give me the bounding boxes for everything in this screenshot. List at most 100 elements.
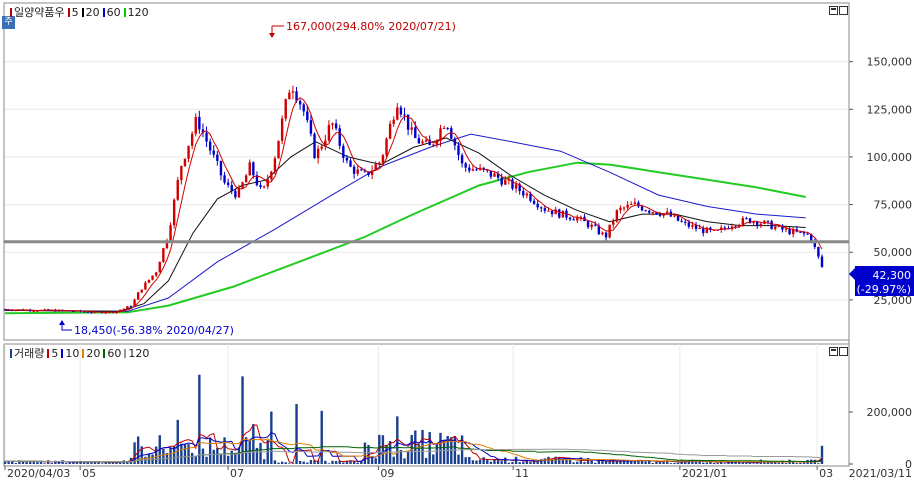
candle-body-177	[640, 206, 644, 211]
candle-body-151	[547, 210, 550, 212]
volume-bar-57	[208, 437, 212, 464]
volume-bar-116	[421, 429, 424, 464]
price-pane-restore-icon[interactable]	[839, 6, 848, 15]
volume-bar-112	[406, 450, 410, 464]
candle-body-37	[136, 292, 140, 300]
candle-body-140	[507, 179, 511, 181]
volume-bar-48	[176, 419, 179, 464]
volume-bar-105	[381, 435, 385, 464]
chart-corner-icon[interactable]: 주	[2, 16, 15, 29]
volume-bar-92	[334, 461, 338, 464]
candle-body-183	[662, 213, 665, 216]
candle-body-119	[432, 144, 435, 146]
low-annotation: 18,450(-56.38% 2020/04/27)	[74, 324, 234, 337]
volume-bar-54	[198, 374, 201, 464]
candle-body-212	[766, 220, 770, 222]
volume-bar-183	[662, 460, 665, 464]
volume-bar-62	[226, 455, 230, 464]
date-label-4: 11	[515, 467, 529, 480]
volume-bar-155	[561, 458, 565, 464]
volume-bar-166	[601, 460, 604, 464]
volume-bar-81	[295, 403, 298, 464]
volume-bar-27	[100, 463, 104, 464]
candle-body-92	[334, 123, 338, 129]
volume-pane-maximize-icon[interactable]	[829, 347, 838, 356]
candle-body-165	[597, 225, 601, 235]
volume-bar-212	[766, 462, 770, 464]
candle-body-8	[32, 310, 35, 312]
candle-body-108	[392, 119, 395, 124]
candle-body-173	[626, 204, 629, 208]
candle-body-2	[10, 310, 14, 312]
candle-body-107	[388, 123, 392, 139]
volume-legend-swatch-3	[82, 349, 85, 358]
candle-body-137	[496, 173, 500, 178]
volume-bar-170	[615, 461, 619, 464]
volume-bar-34	[126, 461, 129, 464]
volume-bar-160	[579, 457, 583, 464]
volume-bar-180	[651, 462, 655, 464]
candle-body-158	[572, 219, 575, 221]
volume-bar-71	[259, 442, 262, 464]
volume-bar-106	[385, 444, 388, 464]
candle-body-45	[165, 240, 169, 249]
candle-body-193	[698, 227, 701, 229]
volume-bar-207	[748, 461, 752, 464]
volume-bar-211	[763, 461, 766, 464]
volume-bar-74	[270, 411, 273, 464]
volume-bar-24	[90, 462, 93, 464]
candle-body-121	[439, 128, 442, 141]
candle-body-227	[820, 256, 824, 267]
ma5-path	[4, 97, 823, 313]
volume-bar-176	[637, 460, 640, 464]
candle-body-219	[792, 229, 795, 235]
candle-body-44	[162, 248, 165, 262]
candle-body-133	[482, 167, 485, 170]
volume-pane-restore-icon[interactable]	[839, 347, 848, 356]
candle-body-23	[86, 311, 89, 313]
volume-bar-65	[237, 447, 241, 464]
candle-body-100	[363, 170, 367, 172]
candle-body-218	[788, 228, 791, 235]
candle-body-11	[43, 309, 46, 311]
price-pane-maximize-icon[interactable]	[829, 6, 838, 15]
volume-bar-190	[687, 460, 691, 464]
volume-bar-90	[327, 463, 331, 464]
volume-bar-172	[622, 459, 626, 464]
volume-bar-9	[36, 461, 39, 464]
volume-bar-13	[50, 462, 53, 464]
candle-body-150	[543, 208, 547, 211]
volume-bar-111	[403, 458, 406, 464]
candle-body-69	[252, 162, 255, 176]
date-label-0: 2020/04/03	[7, 467, 70, 480]
date-axis: 2020/04/03 05 07 09 11 2021/01 03	[4, 465, 849, 480]
volume-bar-168	[608, 461, 611, 464]
ma120-line	[4, 161, 806, 315]
volume-bar-1	[7, 460, 10, 464]
candle-body-109	[396, 107, 399, 120]
volume-bar-44	[162, 448, 165, 464]
candle-body-106	[385, 138, 388, 156]
volume-bar-72	[262, 459, 266, 464]
candle-body-99	[360, 169, 363, 171]
volume-bar-204	[738, 462, 741, 464]
candle-body-210	[759, 223, 763, 226]
candle-body-170	[615, 210, 619, 222]
candle-body-141	[511, 179, 514, 189]
volume-bar-135	[489, 461, 493, 464]
high-annotation: 167,000(294.80% 2020/07/21)	[286, 20, 456, 33]
volume-bar-31	[115, 462, 118, 464]
volume-bar-23	[86, 461, 89, 464]
candle-body-209	[756, 221, 759, 226]
price-tick-label-0: 25,000	[874, 294, 913, 307]
volume-bar-133	[482, 457, 485, 464]
volume-bar-91	[331, 460, 334, 464]
volume-legend-swatch-2	[61, 349, 64, 358]
volume-bar-100	[363, 442, 367, 464]
volume-bar-181	[655, 461, 658, 464]
candle-body-130	[471, 169, 475, 171]
volume-bar-96	[349, 460, 352, 464]
candle-body-113	[410, 127, 413, 130]
volume-legend-label-4: 60	[107, 347, 122, 360]
